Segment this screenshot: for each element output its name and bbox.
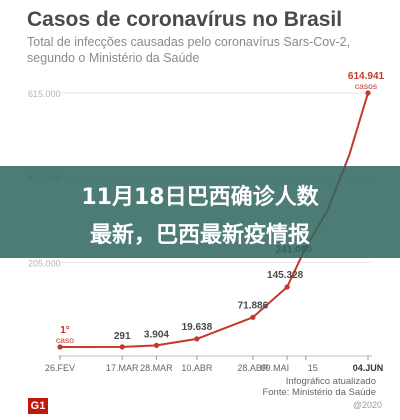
banner-line-2: 最新，巴西最新疫情报 [89,223,310,248]
data-point [284,284,290,290]
g1-logo: G1 [28,398,48,414]
data-point [57,344,63,350]
data-points [57,90,371,350]
credit-text: Infográfico atualizado Fonte: Ministério… [262,376,376,398]
y-tick-label: 205.000 [28,258,61,268]
chart-subtitle: Total de infecções causadas pelo coronav… [27,35,351,65]
data-point [194,336,200,342]
data-point [153,342,160,348]
data-label: 71.886 [238,300,269,311]
data-label: 1° [60,325,70,336]
data-label: 291 [114,331,131,342]
data-label: 614.941 [348,71,385,82]
x-tick-label: 26.FEV [45,363,75,373]
x-tick-label: 09.MAI [261,363,290,373]
x-tick-label: 04.JUN [353,363,384,373]
watermark-text: @2020 [352,400,382,410]
banner-overlay [0,166,400,258]
x-tick-label: 10.ABR [181,363,213,373]
x-tick-label: 15 [308,363,318,373]
data-label-sub: caso [56,335,74,345]
data-point [119,344,125,350]
y-tick-label: 615.000 [28,89,61,99]
chart-title: Casos de coronavírus no Brasil [27,8,343,31]
banner-line-1: 11月18日巴西确诊人数 [81,185,319,210]
credit-line-1: Infográfico atualizado [285,376,376,387]
data-label-sub: casos [355,81,377,91]
x-tick-label: 28.ABR [237,363,269,373]
data-point [365,90,371,96]
data-label: 3.904 [144,329,169,340]
data-label: 145.328 [267,270,304,281]
data-point [250,314,256,320]
credit-line-2: Fonte: Ministério da Saúde [262,387,376,398]
data-label: 19.638 [182,322,213,333]
x-tick-label: 17.MAR [106,363,139,373]
x-tick-label: 28.MAR [140,363,173,373]
